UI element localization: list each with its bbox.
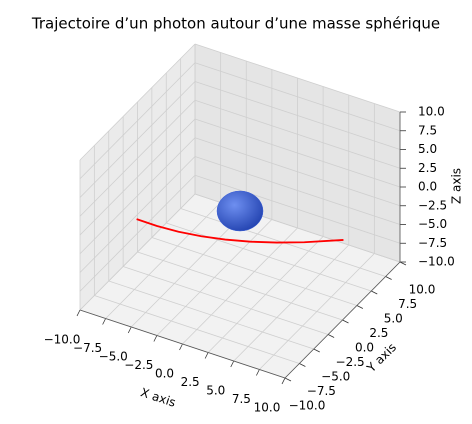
z-tick-label: −5.0: [418, 217, 447, 231]
grid-line: [79, 137, 196, 255]
z-tick-label: 2.5: [418, 161, 437, 175]
grid-line: [194, 118, 401, 188]
grid-line: [194, 156, 401, 225]
y-tick-label: −5.0: [321, 370, 350, 384]
chart-title: Trajectoire d’un photon autour d’une mas…: [31, 15, 440, 33]
x-tick: [153, 335, 158, 342]
y-tick-label: 10.0: [409, 283, 436, 297]
grid-line: [79, 156, 196, 273]
x-axis-label: X axis: [139, 385, 178, 409]
y-tick-label: 7.5: [398, 297, 417, 311]
grid-line: [194, 174, 401, 244]
x-tick-label: 2.5: [181, 375, 200, 389]
x-tick-label: −2.5: [124, 358, 153, 372]
grid-line: [94, 295, 300, 364]
axis-line: [284, 261, 401, 379]
z-tick-label: 0.0: [418, 180, 437, 194]
x-tick-label: 10.0: [254, 401, 281, 415]
x-tick-label: 7.5: [232, 392, 251, 406]
grid-line: [194, 137, 401, 207]
grid-line: [194, 99, 401, 169]
x-tick: [281, 377, 286, 385]
z-tick-label: 10.0: [418, 105, 445, 119]
y-tick: [284, 377, 292, 382]
sphere: [216, 190, 264, 232]
grid-line: [79, 43, 196, 161]
grid-line: [151, 237, 358, 306]
grid-line: [122, 266, 329, 335]
x-tick-label: 0.0: [155, 367, 174, 381]
z-tick-label: 7.5: [418, 123, 437, 137]
y-tick: [371, 290, 378, 295]
x-tick-label: −10.0: [44, 333, 81, 347]
x-tick-label: 5.0: [206, 384, 225, 398]
y-tick: [299, 363, 306, 367]
axis-line: [79, 309, 286, 379]
x-tick: [256, 369, 260, 376]
z-tick-label: 5.0: [418, 142, 437, 156]
grid-line: [79, 81, 196, 198]
y-tick-label: 5.0: [384, 312, 403, 326]
y-tick: [327, 334, 335, 338]
y-tick-label: 2.5: [369, 326, 388, 340]
z-tick-label: −7.5: [418, 236, 447, 250]
x-tick: [230, 360, 235, 368]
y-tick-label: −7.5: [307, 384, 336, 398]
grid-line: [79, 99, 196, 217]
grid-line: [137, 251, 343, 321]
y-tick-label: −10.0: [289, 399, 326, 413]
y-tick: [313, 348, 320, 353]
grid-line: [166, 222, 372, 292]
x-tick: [179, 343, 183, 351]
grid-line: [108, 280, 314, 350]
y-tick-label: −2.5: [336, 355, 365, 369]
plot-area: −10.0−7.5−5.0−2.50.02.55.07.510.0 −10.0−7…: [44, 43, 455, 415]
y-tick-label: 0.0: [355, 341, 374, 355]
grid-line: [79, 62, 196, 180]
x-tick: [102, 318, 106, 325]
grid-line: [79, 118, 196, 236]
x-tick: [76, 309, 81, 317]
grid-line: [194, 62, 401, 132]
grid-line: [194, 43, 401, 113]
x-tick-label: −5.0: [99, 350, 128, 364]
grid-line: [79, 193, 196, 311]
grid-line: [79, 174, 196, 292]
z-axis-label: Z axis: [450, 168, 464, 204]
grid-line: [194, 81, 401, 150]
x-tick: [127, 326, 132, 334]
trajectory: [136, 218, 344, 244]
z-tick-label: −10.0: [418, 255, 455, 269]
z-tick-label: −2.5: [418, 198, 447, 212]
x-tick: [204, 352, 209, 359]
y-tick: [356, 305, 364, 309]
y-tick: [399, 261, 407, 266]
y-tick: [342, 319, 349, 324]
x-tick-label: −7.5: [73, 341, 102, 355]
y-tick: [385, 276, 392, 280]
